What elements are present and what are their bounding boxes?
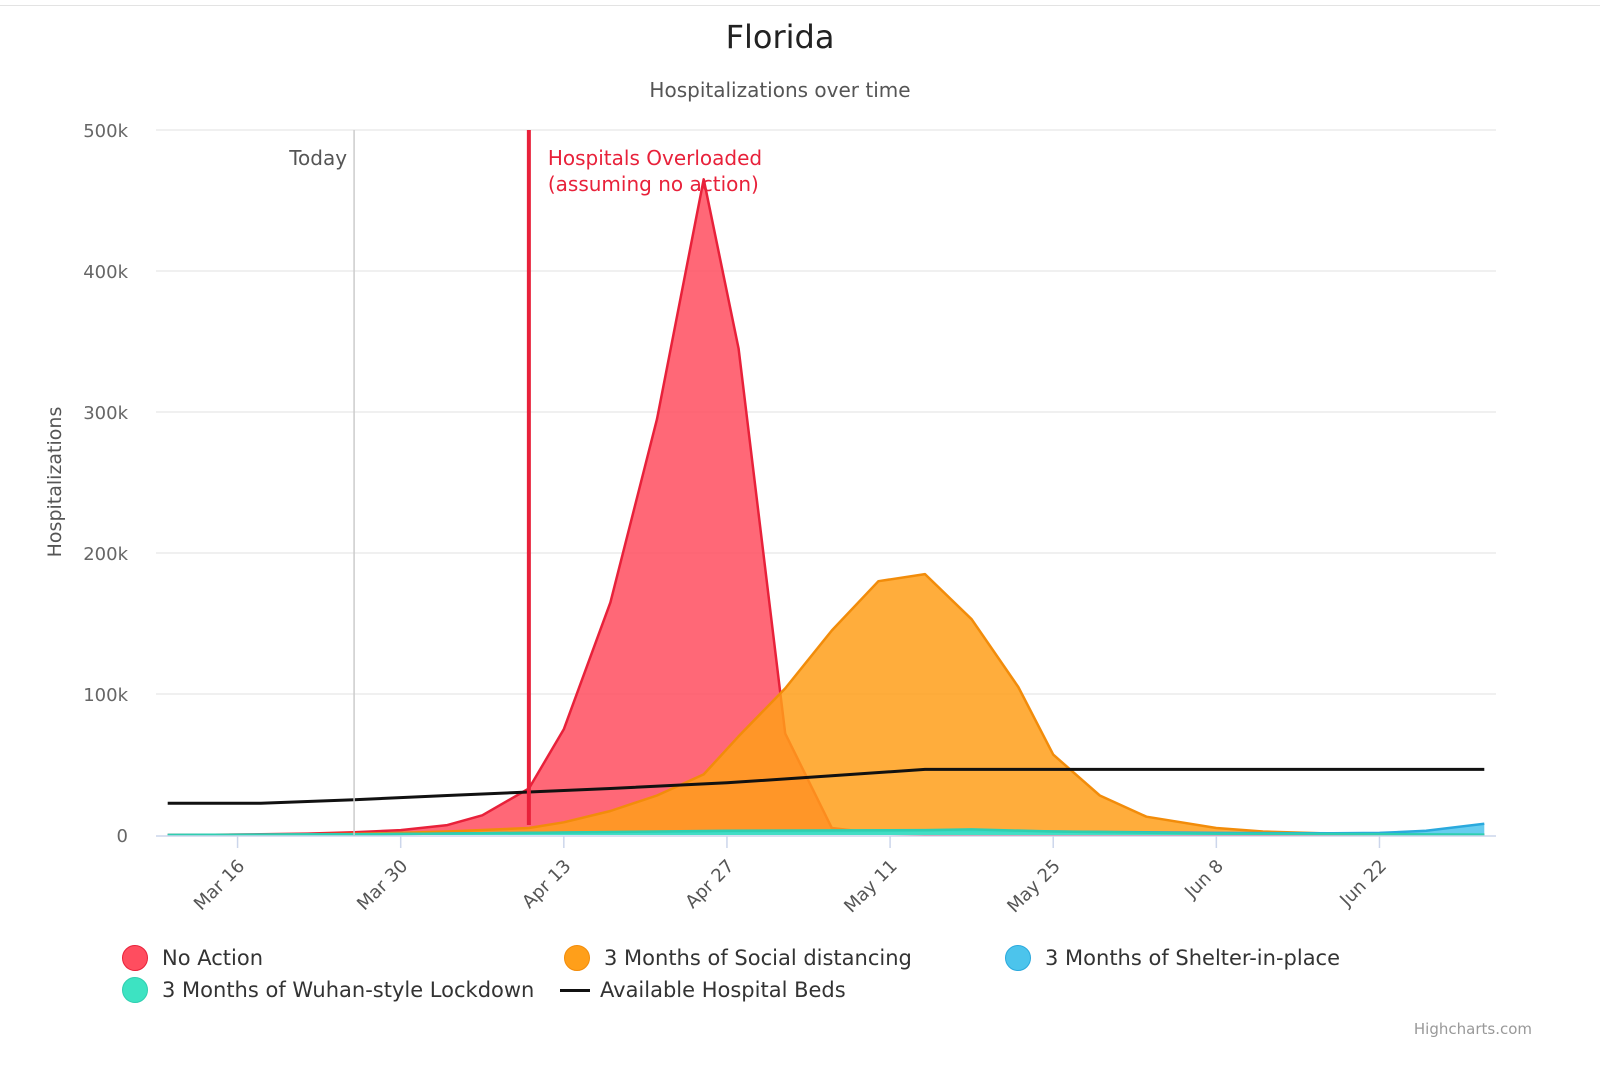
y-axis-label: Hospitalizations	[44, 407, 66, 558]
overloaded-label: Hospitals Overloaded	[548, 146, 762, 170]
x-tick-label: Mar 30	[353, 856, 412, 915]
series-area-3-months-of-social-distancing[interactable]	[167, 574, 1485, 835]
y-tick-label: 500k	[83, 121, 128, 142]
x-tick-label: Apr 27	[681, 856, 738, 913]
legend-symbol	[122, 945, 148, 971]
overloaded-label: (assuming no action)	[548, 172, 759, 196]
series-layer	[167, 178, 1485, 837]
chart-title: Florida	[725, 18, 835, 56]
legend-label: Available Hospital Beds	[600, 978, 846, 1002]
x-tick-label: May 25	[1003, 856, 1064, 917]
legend-item-3-months-of-social-distancing[interactable]: 3 Months of Social distancing	[564, 943, 912, 973]
legend-symbol	[560, 988, 590, 992]
series-line-3-months-of-wuhan-style-lockdown[interactable]	[167, 828, 1485, 837]
x-tick-label: Apr 13	[518, 856, 575, 913]
legend-label: 3 Months of Social distancing	[604, 946, 912, 970]
y-tick-label: 400k	[83, 262, 128, 283]
y-tick-label: 300k	[83, 403, 128, 424]
legend: No Action 3 Months of Social distancing 3 …	[118, 943, 1418, 1013]
y-tick-label: 100k	[83, 685, 128, 706]
legend-item-3-months-of-wuhan-style-lockdown[interactable]: 3 Months of Wuhan-style Lockdown	[122, 975, 534, 1005]
credits-link[interactable]: Highcharts.com	[1413, 1020, 1532, 1038]
legend-label: 3 Months of Shelter-in-place	[1045, 946, 1341, 970]
y-tick-label: 200k	[83, 544, 128, 565]
legend-symbol	[1005, 945, 1031, 971]
legend-symbol	[122, 977, 148, 1003]
legend-symbol	[564, 945, 590, 971]
y-tick-label: 0	[117, 826, 128, 847]
legend-item-no-action[interactable]: No Action	[122, 943, 263, 973]
series-line-available-hospital-beds[interactable]	[167, 767, 1485, 805]
x-tick-label: Jun 8	[1180, 856, 1228, 904]
top-rule	[0, 5, 1600, 6]
legend-label: 3 Months of Wuhan-style Lockdown	[162, 978, 535, 1002]
grid-layer	[156, 129, 1496, 695]
today-label: Today	[288, 146, 347, 170]
series-line-3-months-of-social-distancing[interactable]	[167, 572, 1485, 837]
x-tick-label: Jun 22	[1335, 856, 1391, 912]
legend-item-available-hospital-beds[interactable]: Available Hospital Beds	[560, 975, 846, 1005]
legend-item-3-months-of-shelter-in-place[interactable]: 3 Months of Shelter-in-place	[1005, 943, 1340, 973]
chart-subtitle: Hospitalizations over time	[649, 78, 911, 102]
x-tick-label: Mar 16	[190, 856, 249, 915]
x-tick-label: May 11	[840, 856, 901, 917]
legend-label: No Action	[162, 946, 264, 970]
plot-lines: Today Hospitals Overloaded(assuming no ac…	[288, 130, 762, 835]
